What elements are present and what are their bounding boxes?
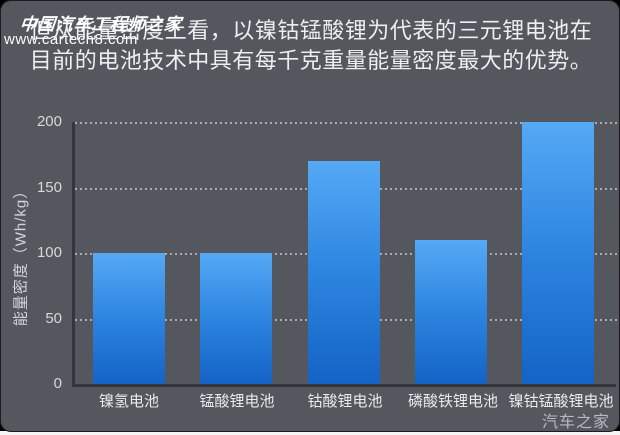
gridline-200 [75, 122, 617, 124]
x-category-label-2: 锰酸锂电池 [199, 393, 275, 410]
bar-钴酸锂电池 [307, 161, 380, 384]
bar-slot-4 [397, 122, 504, 384]
bar-slot-5 [505, 122, 612, 384]
y-tick-label-200: 200 [36, 113, 62, 130]
bar-磷酸铁锂电池 [414, 239, 487, 384]
y-tick-label-100: 100 [36, 244, 62, 261]
x-category-label-5: 镍钴锰酸锂电池 [508, 393, 614, 410]
bar-slot-3 [290, 122, 397, 384]
y-tick-label-0: 0 [53, 375, 62, 392]
bar-slot-2 [182, 122, 289, 384]
y-tick-label-50: 50 [45, 309, 62, 327]
y-axis-line [72, 122, 75, 387]
bar-slot-1 [75, 122, 182, 384]
bar-镍氢电池 [92, 253, 165, 384]
headline: 但从能量密度上看，以镍钴锰酸锂为代表的三元锂电池在 目前的电池技术中具有每千克重… [8, 16, 614, 76]
bar-series [75, 122, 612, 384]
bar-镍钴锰酸锂电池 [522, 122, 595, 384]
x-category-label-3: 钴酸锂电池 [307, 393, 383, 410]
headline-line-1: 但从能量密度上看，以镍钴锰酸锂为代表的三元锂电池在 [29, 18, 593, 43]
x-category-label-1: 镍氢电池 [98, 393, 159, 410]
x-category-label-4: 磷酸铁锂电池 [407, 393, 498, 410]
x-axis-line [72, 384, 616, 387]
watermark-site-url: www.cartech8.com [4, 31, 138, 48]
bar-锰酸锂电池 [200, 253, 273, 384]
plot-area [72, 122, 617, 387]
x-axis-category-labels: 镍氢电池 锰酸锂电池 钴酸锂电池 磷酸铁锂电池 镍钴锰酸锂电池 [75, 390, 615, 411]
y-tick-label-150: 150 [36, 178, 62, 196]
page-bottom-strip [0, 431, 620, 435]
headline-line-2: 目前的电池技术中具有每千克重量能量密度最大的优势。 [29, 48, 593, 73]
watermark-corner-brand: 汽车之家 [541, 414, 610, 431]
